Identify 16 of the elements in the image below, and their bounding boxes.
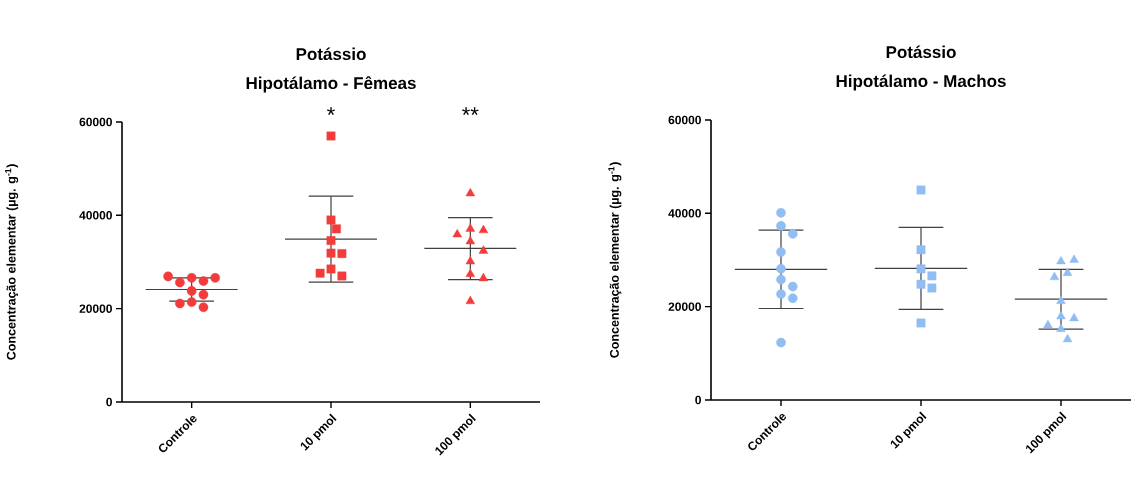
y-tick-label: 20000 [79, 304, 112, 313]
chart-subtitle: Hipotálamo - Machos [836, 74, 1006, 91]
text: ** [462, 107, 479, 116]
y-tick-label: 20000 [668, 302, 701, 311]
y-tick-label: 60000 [79, 117, 112, 127]
y-tick-label: 0 [695, 395, 701, 405]
y-tick-label: 40000 [79, 211, 112, 220]
y-tick-label: 40000 [668, 209, 701, 218]
chart-title: Potássio [886, 45, 956, 59]
y-tick-label: 0 [106, 397, 112, 407]
text: * [327, 107, 335, 116]
chart-subtitle: Hipotálamo - Fêmeas [246, 76, 416, 93]
y-tick-label: 60000 [668, 115, 701, 125]
y-axis-title: Concentração elementar (µg. g$^{-1}$) [608, 162, 622, 358]
y-axis-title: Concentração elementar (µg. g$^{-1}$) [5, 164, 19, 360]
chart-title: Potássio [296, 47, 366, 61]
